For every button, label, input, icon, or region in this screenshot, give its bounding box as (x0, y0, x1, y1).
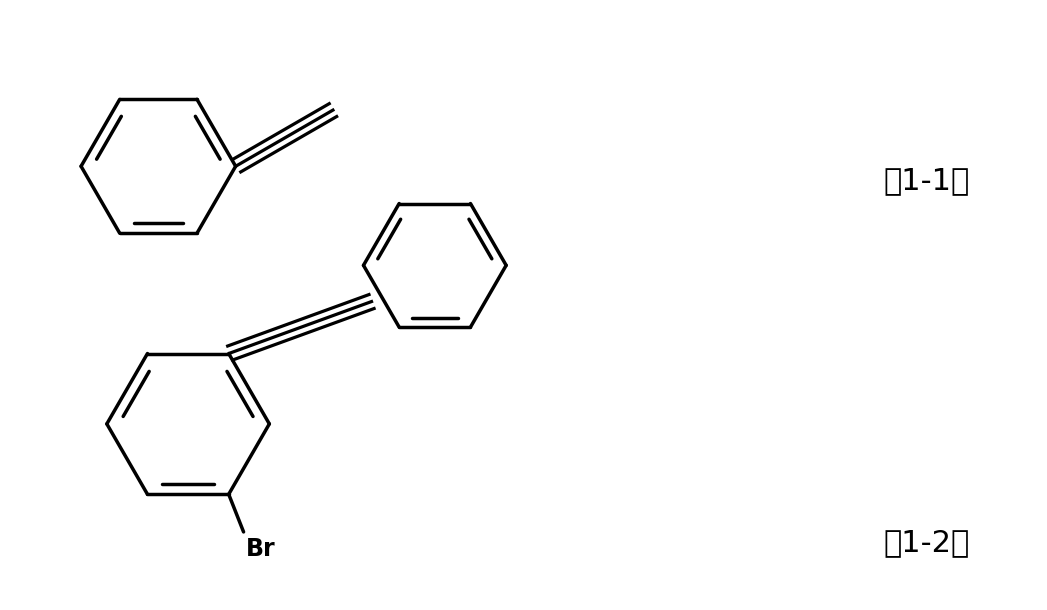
Text: Br: Br (246, 537, 275, 561)
Text: （1-1）: （1-1） (884, 167, 970, 196)
Text: （1-2）: （1-2） (884, 528, 970, 558)
